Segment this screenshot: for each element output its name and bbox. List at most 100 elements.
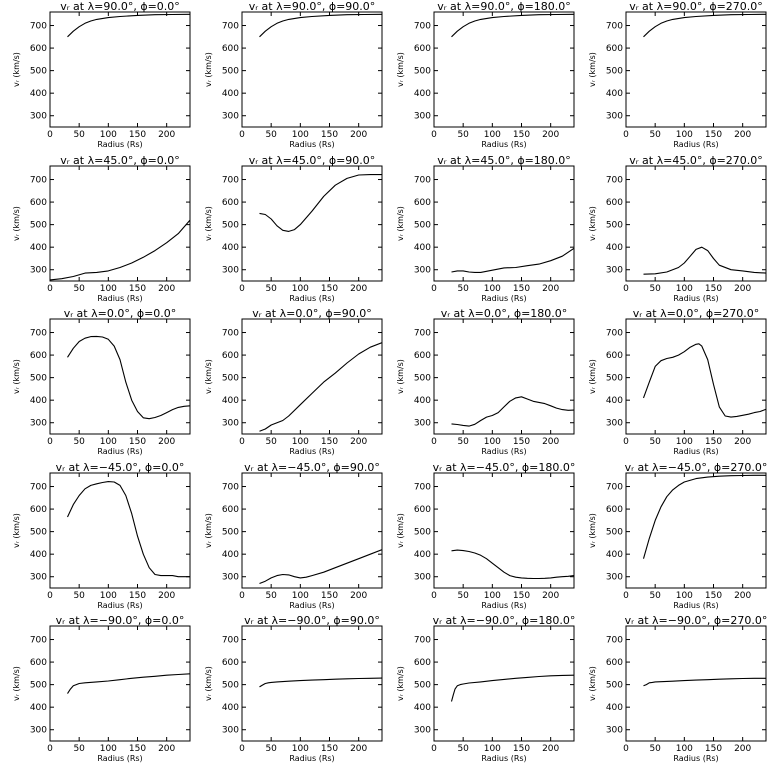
x-tick-label: 200 bbox=[158, 744, 175, 754]
y-tick-label: 600 bbox=[606, 505, 623, 515]
chart-panel: vᵣ at λ=−90.0°, ϕ=0.0° 0 50 100 150 200 300 400… bbox=[12, 614, 191, 763]
series-line bbox=[259, 548, 383, 584]
x-tick-label: 50 bbox=[265, 130, 277, 140]
y-tick-label: 700 bbox=[414, 329, 431, 339]
x-tick-label: 200 bbox=[350, 591, 367, 601]
x-tick-label: 50 bbox=[457, 130, 469, 140]
y-tick-label: 400 bbox=[606, 89, 623, 99]
y-axis-label: vᵣ (km/s) bbox=[204, 513, 213, 548]
x-tick-label: 0 bbox=[239, 744, 245, 754]
y-axis-label: vᵣ (km/s) bbox=[204, 52, 213, 87]
x-tick-label: 100 bbox=[100, 744, 117, 754]
series-line bbox=[451, 13, 575, 38]
chart-panel: vᵣ at λ=45.0°, ϕ=90.0° 0 50 100 150 200 300 400… bbox=[204, 154, 383, 303]
y-axis-label: vᵣ (km/s) bbox=[204, 359, 213, 394]
y-tick-label: 700 bbox=[606, 636, 623, 646]
x-tick-label: 50 bbox=[649, 130, 661, 140]
x-tick-label: 200 bbox=[158, 130, 175, 140]
x-tick-label: 100 bbox=[292, 437, 309, 447]
y-tick-label: 500 bbox=[222, 681, 239, 691]
y-tick-label: 500 bbox=[30, 67, 47, 77]
x-tick-label: 100 bbox=[100, 284, 117, 294]
chart-panel: vᵣ at λ=90.0°, ϕ=270.0° 0 50 100 150 200 300 40… bbox=[588, 0, 767, 149]
plot-frame bbox=[241, 11, 383, 128]
y-axis-label: vᵣ (km/s) bbox=[12, 666, 21, 701]
x-tick-label: 150 bbox=[705, 591, 722, 601]
series-line bbox=[450, 675, 575, 703]
y-tick-label: 300 bbox=[30, 573, 47, 583]
x-tick-label: 50 bbox=[649, 437, 661, 447]
x-tick-label: 0 bbox=[431, 284, 437, 294]
x-tick-label: 150 bbox=[321, 130, 338, 140]
x-tick-label: 150 bbox=[321, 284, 338, 294]
x-tick-label: 200 bbox=[734, 130, 751, 140]
panel-title: vᵣ at λ=−45.0°, ϕ=180.0° bbox=[433, 461, 576, 474]
y-tick-label: 700 bbox=[30, 175, 47, 185]
x-tick-label: 150 bbox=[129, 130, 146, 140]
y-tick-label: 600 bbox=[414, 351, 431, 361]
y-tick-label: 400 bbox=[30, 704, 47, 714]
chart-panel: vᵣ at λ=0.0°, ϕ=90.0° 0 50 100 150 200 300 400 5… bbox=[204, 307, 383, 456]
chart-panel: vᵣ at λ=90.0°, ϕ=0.0° 0 50 100 150 200 300 400 5… bbox=[12, 0, 191, 149]
x-tick-label: 50 bbox=[649, 284, 661, 294]
y-axis-label: vᵣ (km/s) bbox=[12, 513, 21, 548]
x-tick-label: 100 bbox=[292, 130, 309, 140]
y-tick-label: 700 bbox=[30, 482, 47, 492]
chart-panel: vᵣ at λ=−90.0°, ϕ=90.0° 0 50 100 150 200 300 40… bbox=[204, 614, 383, 763]
y-tick-label: 300 bbox=[30, 265, 47, 275]
y-tick-label: 400 bbox=[414, 704, 431, 714]
y-tick-label: 400 bbox=[414, 243, 431, 253]
y-tick-label: 700 bbox=[414, 482, 431, 492]
x-tick-label: 100 bbox=[292, 591, 309, 601]
chart-panel: vᵣ at λ=45.0°, ϕ=0.0° 0 50 100 150 200 300 400 5… bbox=[12, 154, 191, 303]
x-tick-label: 150 bbox=[129, 284, 146, 294]
x-tick-label: 200 bbox=[734, 591, 751, 601]
x-tick-label: 50 bbox=[265, 284, 277, 294]
x-tick-label: 50 bbox=[457, 437, 469, 447]
x-tick-label: 50 bbox=[73, 130, 85, 140]
chart-panel: vᵣ at λ=90.0°, ϕ=180.0° 0 50 100 150 200 300 40… bbox=[396, 0, 575, 149]
y-tick-label: 300 bbox=[606, 573, 623, 583]
x-tick-label: 150 bbox=[129, 744, 146, 754]
y-axis-label: vᵣ (km/s) bbox=[588, 513, 597, 548]
plot-frame bbox=[241, 318, 383, 435]
series-line bbox=[259, 677, 383, 688]
x-tick-label: 50 bbox=[457, 591, 469, 601]
y-axis-label: vᵣ (km/s) bbox=[204, 666, 213, 701]
plot-frame bbox=[49, 165, 191, 282]
y-tick-label: 600 bbox=[30, 351, 47, 361]
chart-panel: vᵣ at λ=−45.0°, ϕ=180.0° 0 50 100 150 200 300 4… bbox=[396, 461, 576, 610]
y-tick-label: 300 bbox=[606, 419, 623, 429]
plot-frame bbox=[49, 11, 191, 128]
y-tick-label: 500 bbox=[30, 374, 47, 384]
x-tick-label: 0 bbox=[47, 591, 53, 601]
y-tick-label: 400 bbox=[222, 243, 239, 253]
series-line bbox=[67, 13, 191, 38]
y-tick-label: 500 bbox=[414, 374, 431, 384]
y-tick-label: 500 bbox=[414, 681, 431, 691]
x-tick-label: 150 bbox=[129, 591, 146, 601]
x-tick-label: 50 bbox=[265, 437, 277, 447]
x-tick-label: 200 bbox=[542, 130, 559, 140]
plot-frame bbox=[241, 625, 383, 742]
y-axis-label: vᵣ (km/s) bbox=[588, 666, 597, 701]
x-axis-label: Radius (Rs) bbox=[289, 447, 334, 456]
x-tick-label: 150 bbox=[705, 284, 722, 294]
y-tick-label: 300 bbox=[414, 573, 431, 583]
series-line bbox=[259, 173, 382, 232]
x-tick-label: 200 bbox=[542, 284, 559, 294]
y-tick-label: 500 bbox=[222, 374, 239, 384]
series-line bbox=[49, 219, 191, 281]
x-axis-label: Radius (Rs) bbox=[673, 754, 718, 763]
series-line bbox=[259, 342, 383, 432]
y-tick-label: 500 bbox=[414, 527, 431, 537]
x-tick-label: 100 bbox=[100, 130, 117, 140]
y-tick-label: 600 bbox=[30, 505, 47, 515]
plot-frame bbox=[625, 472, 767, 589]
y-axis-label: vᵣ (km/s) bbox=[396, 359, 405, 394]
series-line bbox=[67, 480, 190, 578]
y-tick-label: 500 bbox=[30, 681, 47, 691]
x-axis-label: Radius (Rs) bbox=[289, 294, 334, 303]
y-tick-label: 700 bbox=[222, 329, 239, 339]
plot-frame bbox=[49, 318, 191, 435]
